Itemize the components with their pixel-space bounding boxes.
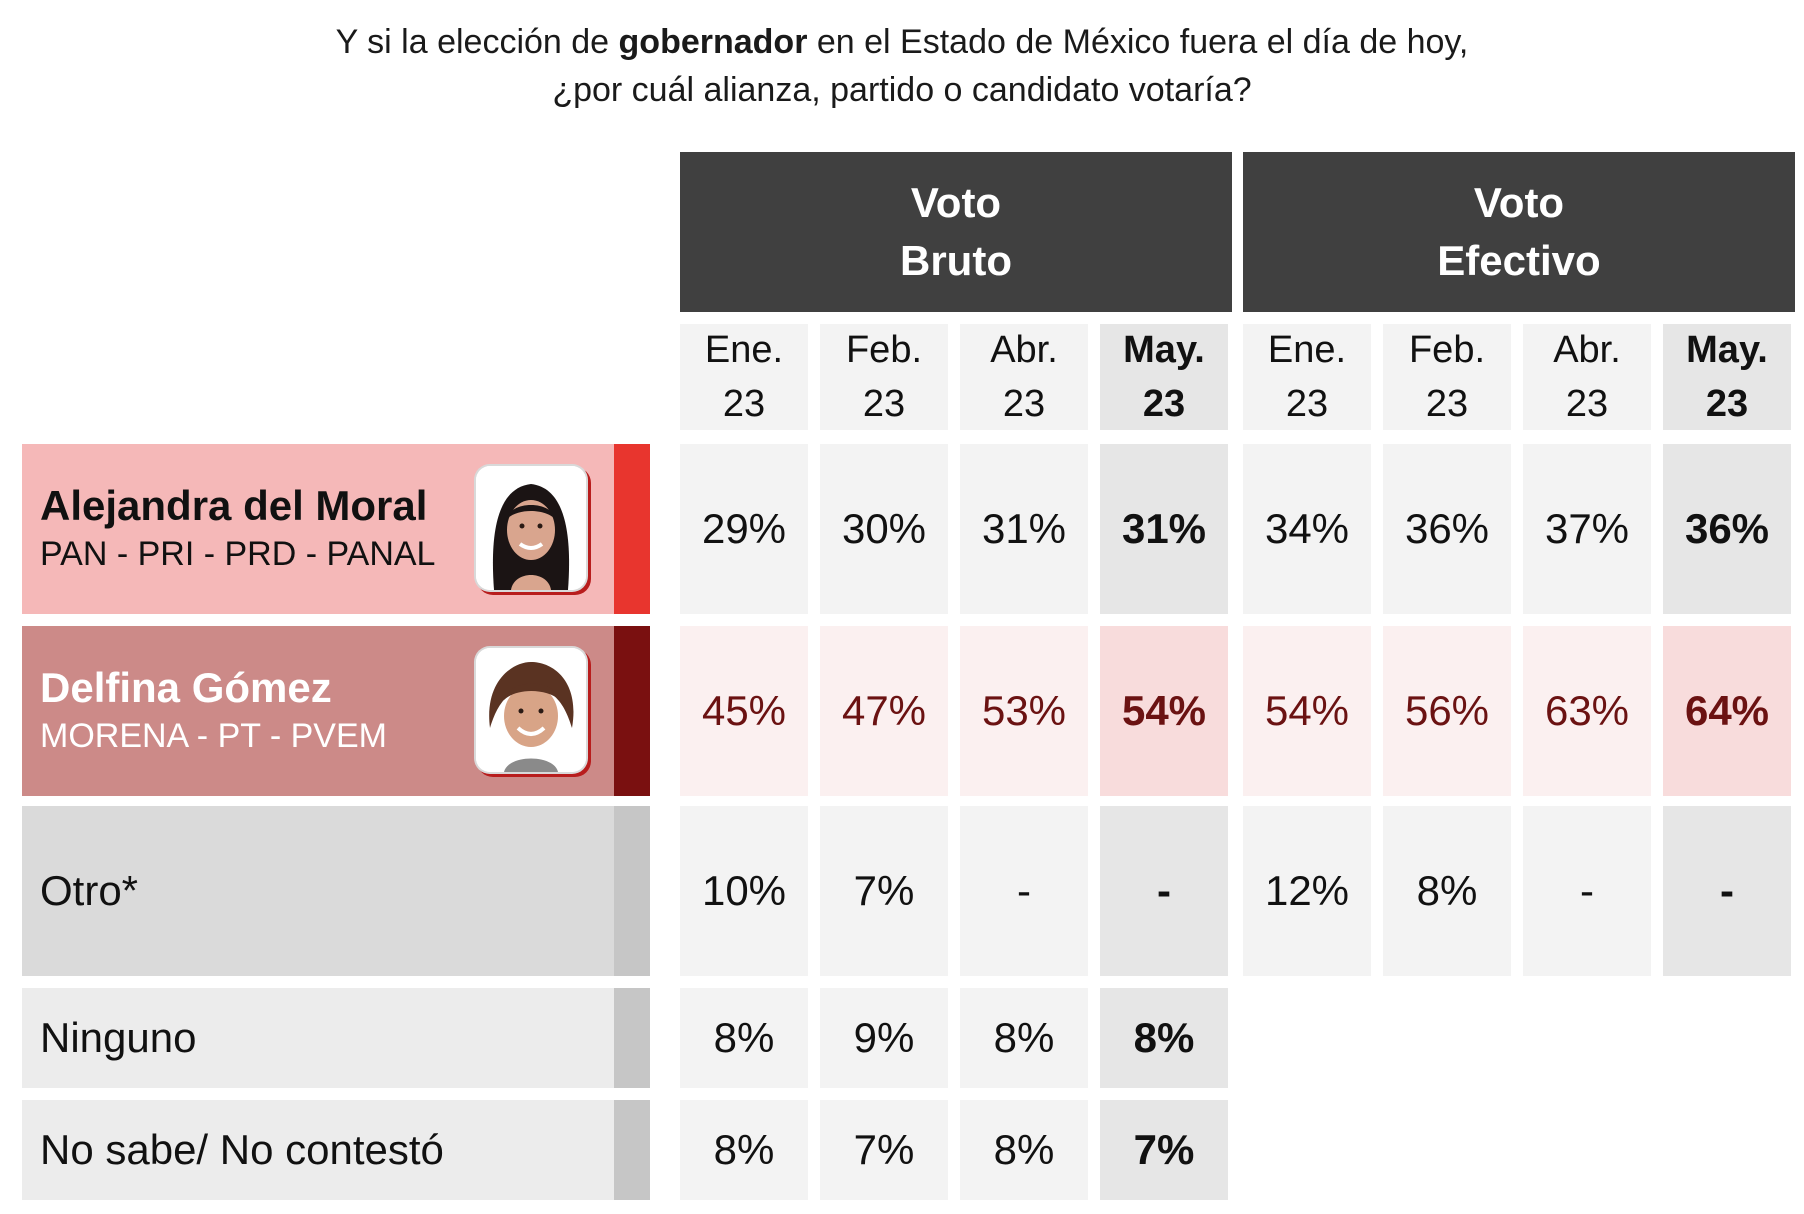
row-label: Otro* [22,806,650,976]
candidate-photo [476,466,586,590]
row-label: No sabe/ No contestó [22,1100,650,1200]
candidate-name: Ninguno [40,1014,197,1061]
month-header: May. 23 [1100,324,1228,430]
voto-bruto-cell: - [960,806,1088,976]
month-label: Feb. [1408,329,1486,371]
month-year: 23 [1285,383,1329,425]
month-label: May. [1686,329,1768,371]
row-label: Ninguno [22,988,650,1088]
group-header-line: Voto [910,179,1002,226]
month-header: Abr. 23 [1523,324,1651,430]
voto-bruto-cell: 8% [960,1100,1088,1200]
month-label: May. [1123,329,1205,371]
month-header: Feb. 23 [820,324,948,430]
header-voto-efectivo: Voto Efectivo [1243,152,1795,312]
month-year: 23 [1565,383,1609,425]
voto-bruto-cell: 47% [820,626,948,796]
voto-bruto-cell: 7% [1100,1100,1228,1200]
voto-efectivo-cell: 37% [1523,444,1651,614]
group-header-line: Bruto [900,237,1012,284]
month-label: Ene. [1267,329,1347,371]
month-year: 23 [1425,383,1469,425]
coalition-parties: PAN - PRI - PRD - PANAL [40,535,436,573]
month-year: 23 [1705,383,1749,425]
month-header: Feb. 23 [1383,324,1511,430]
row-color-stripe [614,626,650,796]
voto-bruto-cell: 9% [820,988,948,1088]
title-text-bold: gobernador [618,23,808,61]
title-text-post: en el Estado de México fuera el día de h… [807,23,1469,61]
month-header: May. 23 [1663,324,1791,430]
candidate-photo [476,648,586,772]
candidate-name: Delfina Gómez [40,664,332,711]
voto-bruto-cell: 29% [680,444,808,614]
month-label: Abr. [1553,329,1621,371]
group-header-line: Voto [1473,179,1565,226]
candidate-name: Alejandra del Moral [40,482,428,529]
voto-efectivo-cell: 12% [1243,806,1371,976]
month-label: Ene. [704,329,784,371]
row-color-stripe [614,806,650,976]
voto-bruto-cell: 31% [960,444,1088,614]
voto-bruto-cell: 10% [680,806,808,976]
month-header: Ene. 23 [1243,324,1371,430]
voto-bruto-cell: 31% [1100,444,1228,614]
month-label: Feb. [845,329,923,371]
voto-bruto-cell: 7% [820,1100,948,1200]
voto-bruto-cell: 53% [960,626,1088,796]
month-year: 23 [1002,383,1046,425]
month-year: 23 [1142,383,1186,425]
voto-efectivo-cell: 63% [1523,626,1651,796]
voto-bruto-cell: 8% [1100,988,1228,1088]
voto-bruto-cell: 30% [820,444,948,614]
voto-efectivo-cell: 34% [1243,444,1371,614]
month-header: Abr. 23 [960,324,1088,430]
coalition-parties: MORENA - PT - PVEM [40,717,387,755]
chart-title: Y si la elección de gobernador en el Est… [0,18,1804,114]
group-header-line: Efectivo [1437,237,1601,284]
row-label: Delfina Gómez MORENA - PT - PVEM [22,626,650,796]
voto-bruto-cell: 54% [1100,626,1228,796]
voto-efectivo-cell: 8% [1383,806,1511,976]
candidate-name: No sabe/ No contestó [40,1126,444,1173]
row-color-stripe [614,1100,650,1200]
title-text-pre: Y si la elección de [335,23,619,61]
voto-efectivo-cell: 54% [1243,626,1371,796]
voto-efectivo-cell: 36% [1383,444,1511,614]
voto-bruto-cell: 8% [680,988,808,1088]
voto-bruto-cell: 45% [680,626,808,796]
month-year: 23 [862,383,906,425]
voto-bruto-cell: 8% [960,988,1088,1088]
voto-bruto-cell: 7% [820,806,948,976]
title-line-2: ¿por cuál alianza, partido o candidato v… [552,71,1252,109]
month-label: Abr. [990,329,1058,371]
voto-efectivo-cell: - [1523,806,1651,976]
title-line-1: Y si la elección de gobernador en el Est… [0,18,1804,66]
row-color-stripe [614,988,650,1088]
voto-bruto-cell: - [1100,806,1228,976]
voto-efectivo-cell: 64% [1663,626,1791,796]
voto-efectivo-cell: 56% [1383,626,1511,796]
header-voto-bruto: Voto Bruto [680,152,1232,312]
voto-efectivo-cell: 36% [1663,444,1791,614]
month-header: Ene. 23 [680,324,808,430]
voto-bruto-cell: 8% [680,1100,808,1200]
candidate-name: Otro* [40,867,139,914]
row-label: Alejandra del Moral PAN - PRI - PRD - PAN… [22,444,650,614]
row-color-stripe [614,444,650,614]
voto-efectivo-cell: - [1663,806,1791,976]
month-year: 23 [722,383,766,425]
